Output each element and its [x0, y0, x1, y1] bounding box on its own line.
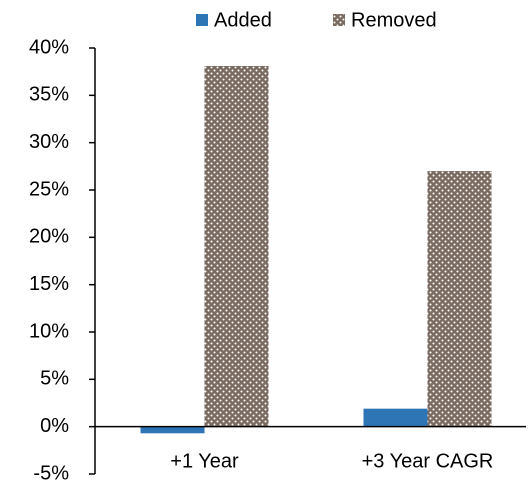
y-tick-label: 0%	[40, 415, 69, 437]
y-tick-label: 20%	[29, 226, 69, 248]
bar	[427, 171, 492, 427]
legend-label: Added	[214, 9, 272, 31]
legend-swatch	[196, 14, 208, 26]
y-tick-label: 30%	[29, 131, 69, 153]
bar	[363, 408, 428, 427]
y-tick-label: 15%	[29, 273, 69, 295]
legend-swatch	[333, 14, 345, 26]
x-tick-label: +3 Year CAGR	[362, 450, 494, 472]
x-tick-label: +1 Year	[170, 450, 239, 472]
y-tick-label: -5%	[33, 462, 69, 483]
y-tick-label: 40%	[29, 36, 69, 58]
y-tick-label: 10%	[29, 320, 69, 342]
legend-label: Removed	[351, 9, 437, 31]
bar	[140, 426, 205, 434]
y-tick-label: 35%	[29, 84, 69, 106]
bar	[204, 65, 269, 427]
y-tick-label: 25%	[29, 178, 69, 200]
y-tick-label: 5%	[40, 368, 69, 390]
